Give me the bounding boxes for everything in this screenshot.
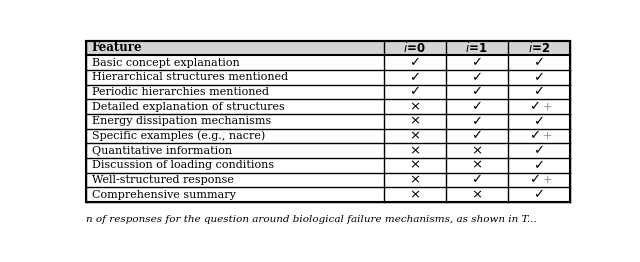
Text: ✓: ✓ bbox=[533, 159, 545, 172]
Text: ✓: ✓ bbox=[471, 85, 482, 98]
Text: $\mathit{i}$=1: $\mathit{i}$=1 bbox=[465, 41, 488, 55]
Text: ✓: ✓ bbox=[529, 173, 540, 186]
Text: ✓: ✓ bbox=[471, 100, 482, 113]
Text: +: + bbox=[543, 175, 552, 185]
Text: ✓: ✓ bbox=[471, 129, 482, 142]
Text: ✓: ✓ bbox=[529, 129, 540, 142]
Text: Comprehensive summary: Comprehensive summary bbox=[92, 190, 236, 200]
Text: ×: × bbox=[409, 173, 420, 186]
Text: Specific examples (e.g., nacre): Specific examples (e.g., nacre) bbox=[92, 130, 265, 141]
Text: n of responses for the question around biological failure mechanisms, as shown i: n of responses for the question around b… bbox=[86, 215, 536, 223]
Text: Basic concept explanation: Basic concept explanation bbox=[92, 58, 239, 68]
Text: Discussion of loading conditions: Discussion of loading conditions bbox=[92, 160, 274, 170]
Text: +: + bbox=[543, 131, 552, 141]
Text: ×: × bbox=[409, 159, 420, 172]
Text: ×: × bbox=[409, 144, 420, 157]
Text: ✓: ✓ bbox=[533, 115, 545, 128]
Text: ✓: ✓ bbox=[529, 100, 540, 113]
Text: ×: × bbox=[471, 188, 482, 201]
Text: $\mathit{i}$=2: $\mathit{i}$=2 bbox=[528, 41, 550, 55]
Text: ×: × bbox=[409, 188, 420, 201]
Text: ✓: ✓ bbox=[533, 144, 545, 157]
Text: ✓: ✓ bbox=[409, 56, 420, 69]
Text: Hierarchical structures mentioned: Hierarchical structures mentioned bbox=[92, 72, 288, 82]
Text: ✓: ✓ bbox=[533, 56, 545, 69]
Text: ✓: ✓ bbox=[409, 85, 420, 98]
Text: Periodic hierarchies mentioned: Periodic hierarchies mentioned bbox=[92, 87, 269, 97]
Text: Feature: Feature bbox=[92, 41, 143, 54]
Text: ✓: ✓ bbox=[409, 71, 420, 84]
Text: ✓: ✓ bbox=[471, 56, 482, 69]
Text: ✓: ✓ bbox=[471, 71, 482, 84]
Text: ×: × bbox=[471, 159, 482, 172]
Text: ✓: ✓ bbox=[471, 115, 482, 128]
Text: Energy dissipation mechanisms: Energy dissipation mechanisms bbox=[92, 116, 271, 126]
Bar bbox=[86, 41, 570, 55]
Text: ✓: ✓ bbox=[471, 173, 482, 186]
Text: $\mathit{i}$=0: $\mathit{i}$=0 bbox=[403, 41, 426, 55]
Text: ×: × bbox=[409, 129, 420, 142]
Text: ×: × bbox=[409, 100, 420, 113]
Text: Quantitative information: Quantitative information bbox=[92, 146, 232, 156]
Text: Detailed explanation of structures: Detailed explanation of structures bbox=[92, 102, 285, 112]
Text: Well-structured response: Well-structured response bbox=[92, 175, 234, 185]
Text: ✓: ✓ bbox=[533, 85, 545, 98]
Text: +: + bbox=[543, 102, 552, 112]
Text: ✓: ✓ bbox=[533, 71, 545, 84]
Text: ✓: ✓ bbox=[533, 188, 545, 201]
Text: ×: × bbox=[471, 144, 482, 157]
Text: ×: × bbox=[409, 115, 420, 128]
